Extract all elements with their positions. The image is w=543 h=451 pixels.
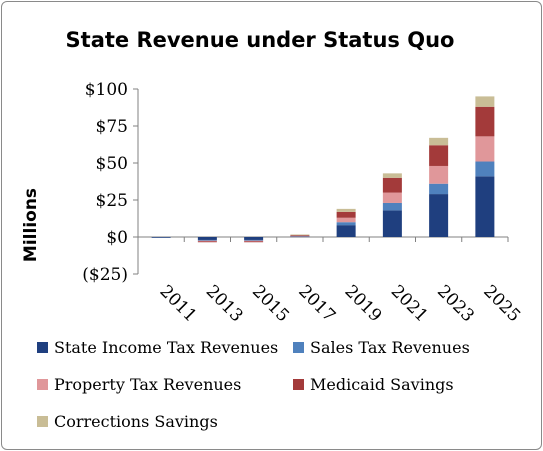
x-tick-label: 2023: [433, 281, 478, 326]
x-tick-label: 2015: [248, 281, 293, 326]
y-tick-label: $25: [96, 191, 128, 211]
bar-segment: [290, 235, 310, 237]
bar-segment: [475, 161, 495, 177]
bar-segment: [244, 240, 264, 242]
bar-segment: [475, 96, 495, 107]
bar-segment: [382, 210, 402, 237]
bar-segment: [290, 235, 310, 237]
bar-segment: [197, 240, 217, 242]
x-tick-label: 2019: [341, 281, 386, 326]
bar-segment: [197, 239, 217, 241]
y-tick-label: ($25): [82, 265, 128, 285]
x-tick-label: 2021: [387, 281, 432, 326]
x-tick-label: 2017: [294, 281, 339, 326]
x-tick-label: 2011: [156, 281, 201, 326]
bar-segment: [429, 145, 449, 166]
bar-segment: [429, 183, 449, 195]
y-tick-label: $100: [85, 80, 128, 100]
bar-segment: [244, 239, 264, 241]
y-tick-label: $50: [96, 154, 128, 174]
bar-segment: [475, 136, 495, 162]
bar-segment: [336, 222, 356, 226]
bar-segment: [475, 106, 495, 137]
bar-segment: [429, 137, 449, 146]
bar-segment: [382, 192, 402, 203]
x-tick-label: 2013: [202, 281, 247, 326]
x-tick-label: 2025: [479, 281, 524, 326]
chart-title: State Revenue under Status Quo: [65, 28, 455, 52]
bar-segment: [336, 225, 356, 237]
bar-segment: [382, 173, 402, 178]
bar-segment: [382, 177, 402, 193]
bar-segment: [382, 202, 402, 211]
bar-segment: [244, 241, 264, 243]
bar-segment: [336, 217, 356, 223]
bar-segment: [151, 237, 171, 238]
bar-segment: [290, 234, 310, 236]
bar-segment: [336, 211, 356, 218]
bar-segment: [244, 237, 264, 240]
bar-segment: [429, 165, 449, 184]
bar-segment: [336, 208, 356, 212]
bar-segment: [197, 241, 217, 243]
y-tick-label: $75: [96, 117, 128, 137]
bar-segment: [475, 176, 495, 237]
bar-segment: [429, 194, 449, 237]
bar-segment: [197, 237, 217, 240]
y-tick-label: $0: [106, 228, 128, 248]
